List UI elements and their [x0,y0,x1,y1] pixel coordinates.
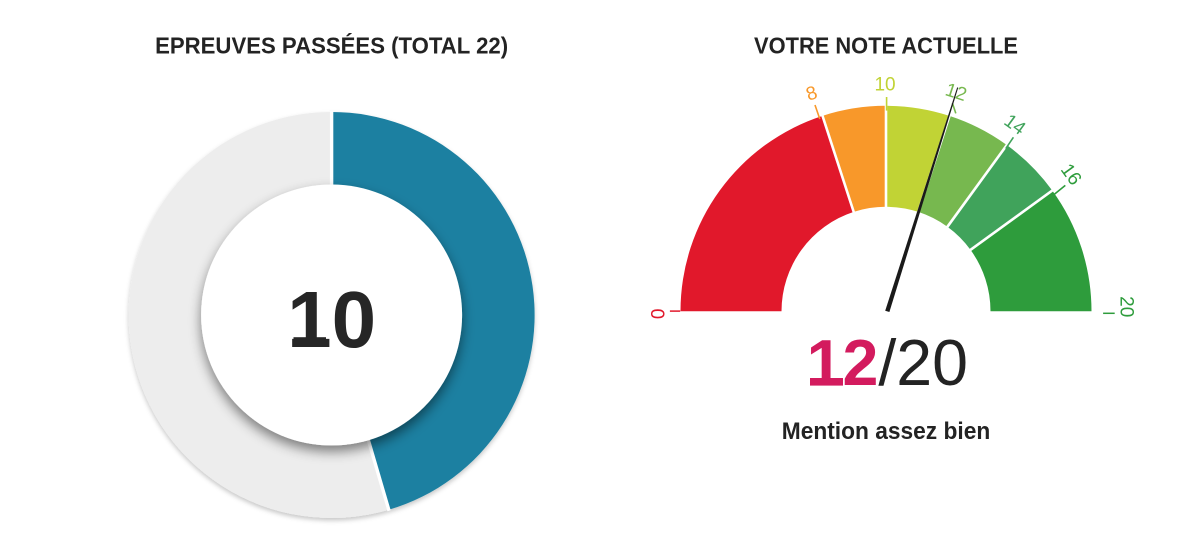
svg-text:Mention assez bien: Mention assez bien [782,418,991,445]
svg-text:0: 0 [649,309,670,320]
svg-text:14: 14 [1000,110,1030,140]
svg-text:16: 16 [1056,160,1085,189]
svg-text:20: 20 [1115,296,1136,317]
svg-text:10: 10 [287,275,376,364]
svg-text:8: 8 [804,82,821,105]
svg-text:10: 10 [874,75,895,96]
svg-text:VOTRE NOTE ACTUELLE: VOTRE NOTE ACTUELLE [754,32,1018,58]
svg-text:12/20: 12/20 [807,327,968,399]
svg-text:EPREUVES PASSÉES (TOTAL 22): EPREUVES PASSÉES (TOTAL 22) [155,32,508,59]
